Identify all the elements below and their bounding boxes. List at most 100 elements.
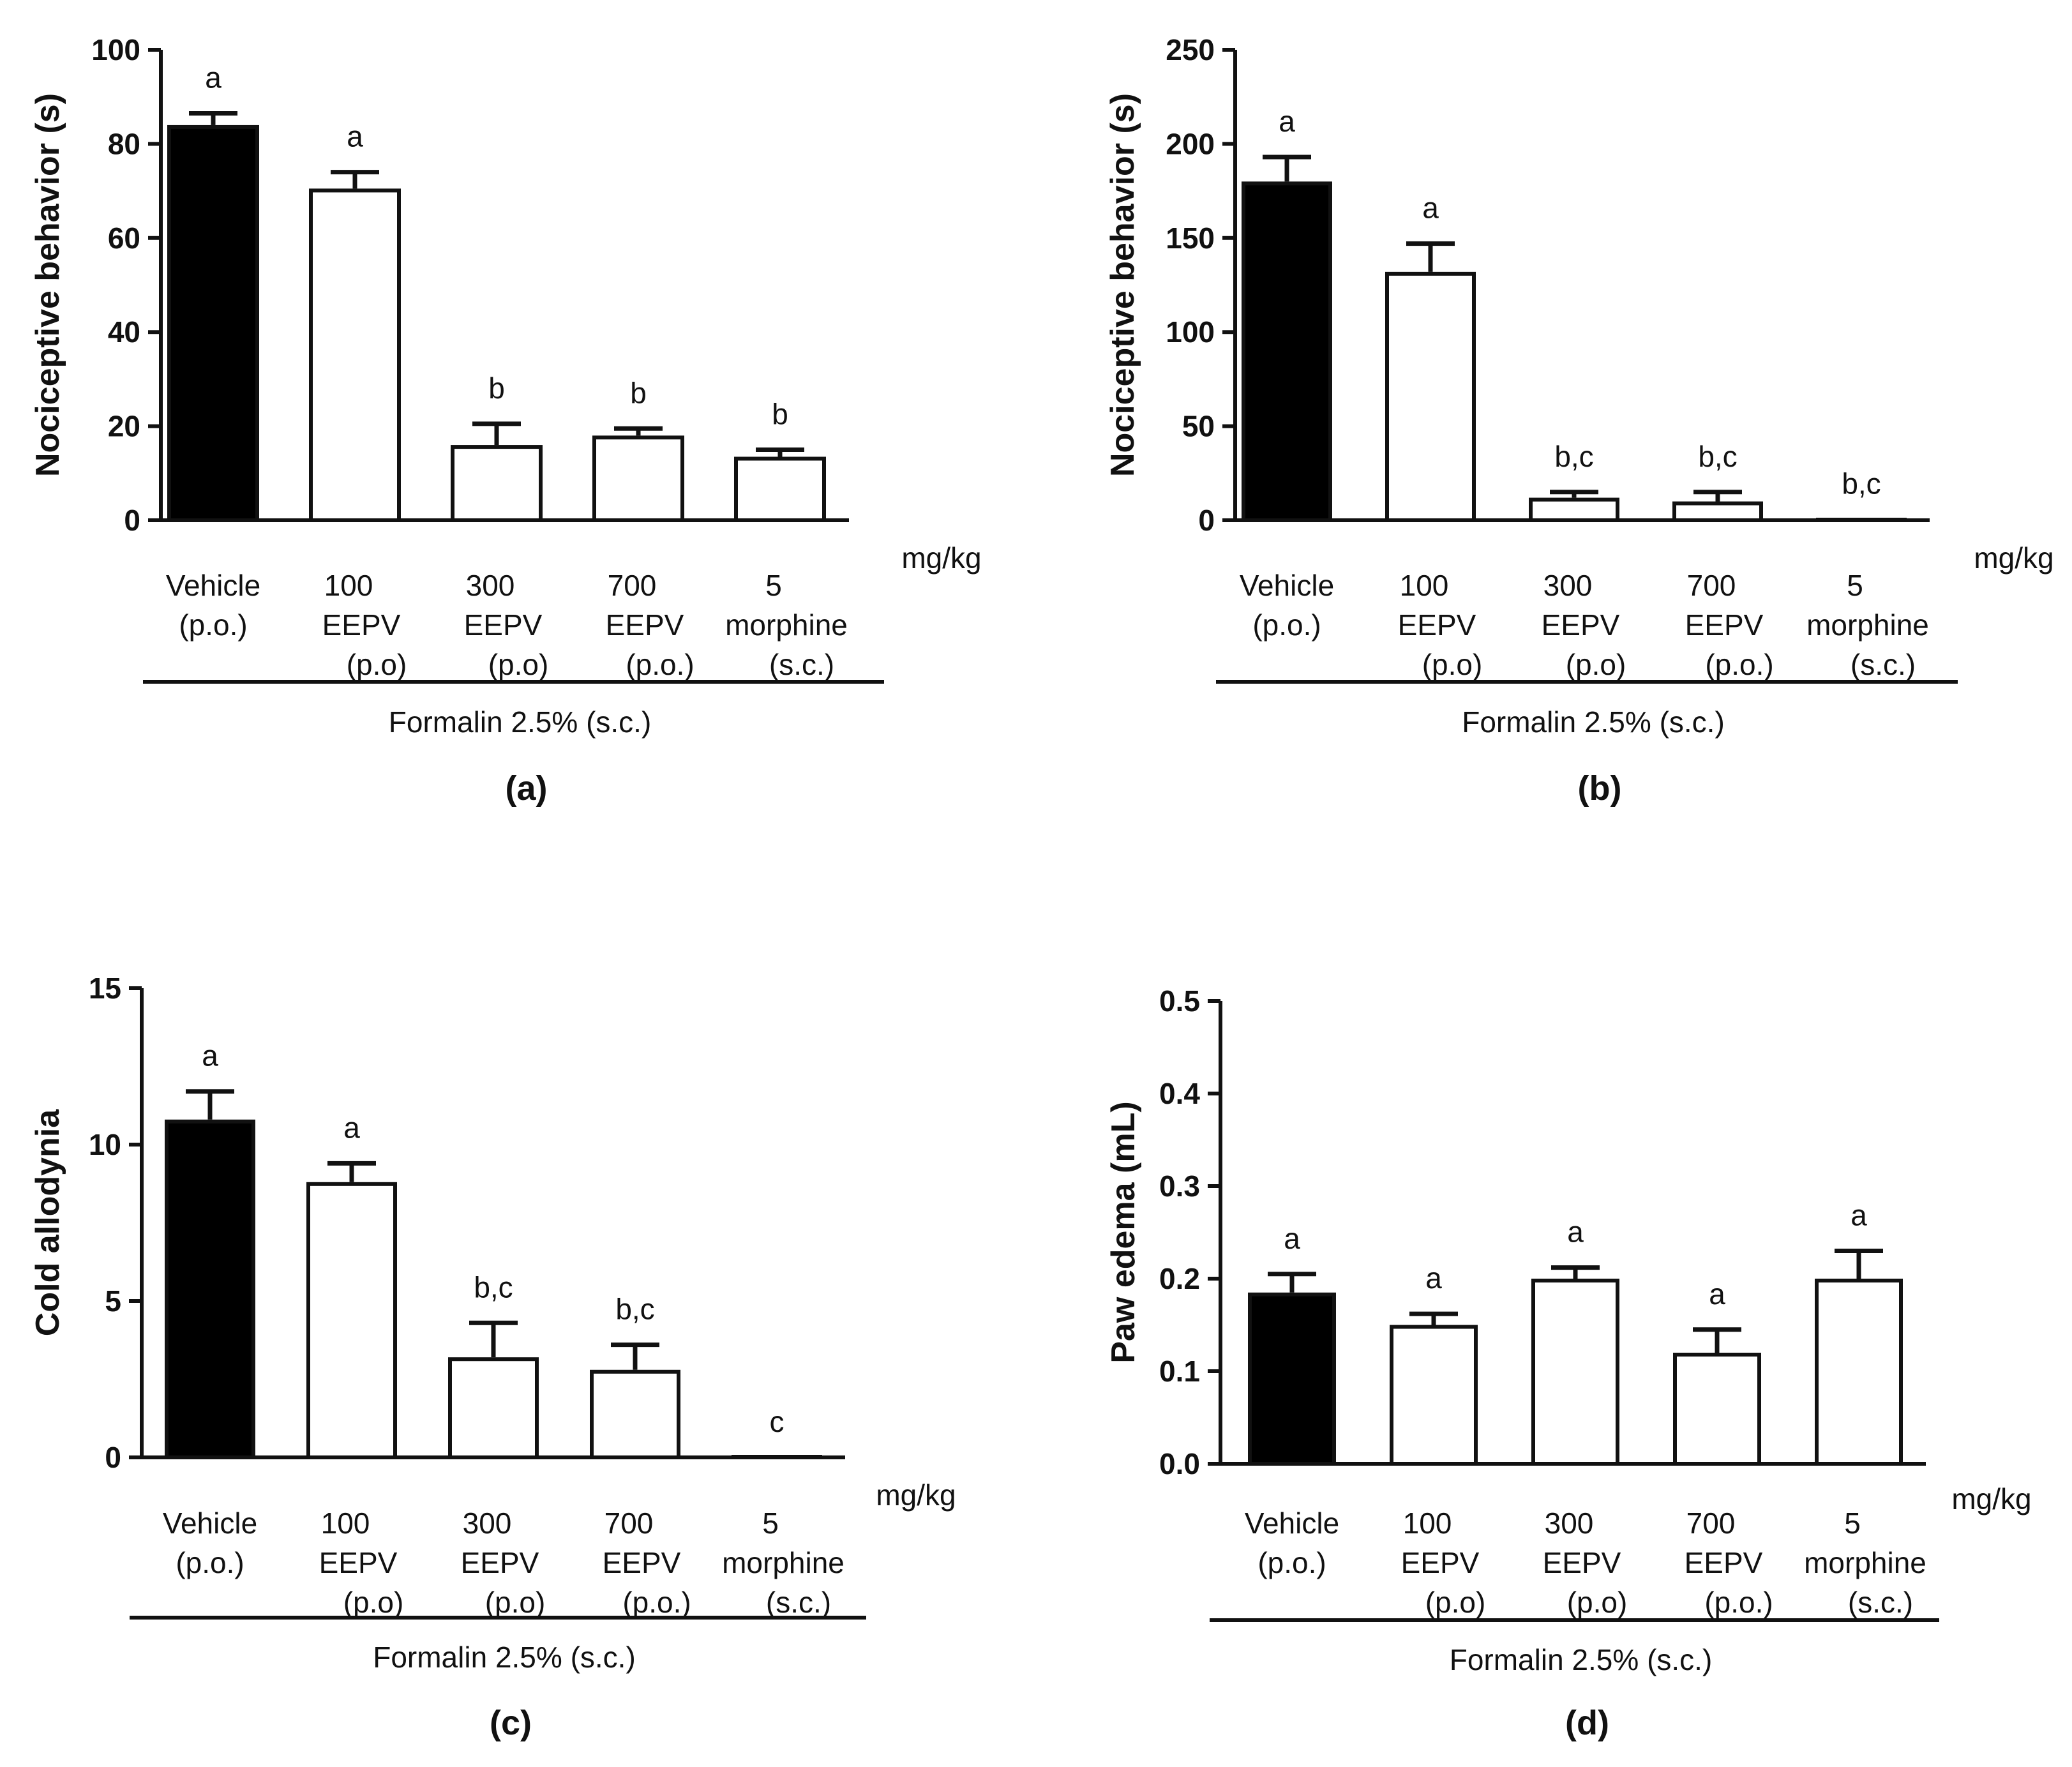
category-label: 100 (324, 569, 373, 602)
category-label: EEPV (1401, 1546, 1480, 1579)
y-tick-label: 5 (105, 1284, 121, 1318)
significance-label: b,c (615, 1293, 654, 1326)
bar (1390, 1325, 1478, 1466)
significance-label: b (630, 376, 647, 409)
category-label: (s.c.) (769, 648, 834, 681)
y-tick-label: 10 (89, 1128, 121, 1161)
bar (451, 445, 543, 523)
category-label: 5 (1847, 569, 1863, 602)
category-label: 5 (1844, 1507, 1861, 1540)
significance-label: a (347, 120, 363, 153)
y-tick-label: 150 (1166, 222, 1215, 255)
panel-b: 0 50 100 150 200 250 Nociceptive behavior (s) a… (1104, 33, 2054, 808)
category-label: 5 (762, 1507, 779, 1540)
unit-label: mg/kg (1951, 1482, 2031, 1515)
category-label: 100 (1400, 569, 1449, 602)
category-label: EEPV (1542, 608, 1620, 642)
category-label: (p.o) (485, 1586, 546, 1619)
y-tick-label: 15 (89, 972, 121, 1005)
significance-label: a (205, 61, 221, 94)
y-axis-title: Nociceptive behavior (s) (29, 93, 66, 477)
category-label: (p.o.) (1252, 608, 1321, 642)
y-tick-label: 50 (1182, 410, 1215, 443)
category-label: (p.o) (1422, 648, 1483, 681)
bar (590, 1369, 680, 1460)
significance-label: b,c (1554, 440, 1593, 473)
bar (734, 456, 826, 523)
group-line-label: Formalin 2.5% (s.c.) (373, 1641, 636, 1674)
y-tick-label: 40 (108, 315, 140, 349)
bar (448, 1357, 539, 1459)
category-label: (p.o) (347, 648, 407, 681)
significance-label: b (488, 372, 505, 405)
significance-label: a (1709, 1277, 1725, 1311)
y-tick-label: 20 (108, 410, 140, 443)
panel-d: 0.0 0.1 0.2 0.3 0.4 0.5 Paw edema (mL) a Vehicle… (1105, 984, 2032, 1742)
y-tick-label: 100 (1166, 315, 1215, 349)
panel-label: (d) (1565, 1704, 1609, 1742)
category-label: (p.o.) (176, 1546, 244, 1579)
significance-label: a (1284, 1222, 1300, 1255)
significance-label: b,c (474, 1270, 513, 1304)
category-label: morphine (1806, 608, 1929, 642)
category-label: 700 (1686, 1507, 1736, 1540)
y-tick-label: 60 (108, 222, 140, 255)
category-label: 300 (463, 1507, 512, 1540)
significance-label: b,c (1698, 440, 1737, 473)
category-label: EEPV (606, 608, 684, 642)
category-label: Vehicle (166, 569, 260, 602)
significance-label: a (1567, 1215, 1584, 1249)
category-label: Vehicle (1245, 1507, 1339, 1540)
category-label: Vehicle (163, 1507, 257, 1540)
category-label: (p.o) (488, 648, 549, 681)
significance-label: b (772, 397, 788, 430)
category-label: (p.o) (1566, 648, 1626, 681)
group-line-label: Formalin 2.5% (s.c.) (389, 705, 652, 739)
panel-a: 0 20 40 60 80 100 Nociceptive behavior (s) a Veh… (29, 33, 982, 808)
category-label: 300 (466, 569, 515, 602)
category-label: (s.c.) (766, 1586, 831, 1619)
y-tick-label: 0 (124, 504, 140, 537)
bar (1385, 271, 1476, 522)
category-label: morphine (1804, 1546, 1926, 1579)
category-label: 300 (1545, 1507, 1594, 1540)
y-tick-label: 250 (1166, 33, 1215, 66)
bar (1529, 497, 1619, 523)
y-tick-label: 0.3 (1159, 1169, 1200, 1203)
y-tick-label: 0.5 (1159, 984, 1200, 1018)
category-label: 100 (321, 1507, 370, 1540)
significance-label: a (1851, 1199, 1867, 1232)
unit-label: mg/kg (901, 541, 981, 575)
category-label: (p.o.) (1257, 1546, 1326, 1579)
bar (1242, 181, 1332, 522)
y-axis-title: Paw edema (mL) (1105, 1101, 1142, 1363)
category-label: EEPV (461, 1546, 539, 1579)
category-label: EEPV (1543, 1546, 1621, 1579)
bar (306, 1182, 397, 1460)
y-tick-label: 0 (1198, 504, 1215, 537)
bar (1672, 501, 1763, 523)
panel-c: 0 5 10 15 Cold allodynia a Vehicle (p.o.) a 100 EE… (29, 972, 956, 1742)
y-tick-label: 200 (1166, 127, 1215, 160)
category-label: EEPV (1398, 608, 1476, 642)
category-label: EEPV (603, 1546, 681, 1579)
bar (1815, 1279, 1903, 1466)
y-axis-title: Cold allodynia (29, 1109, 66, 1336)
y-tick-label: 0.2 (1159, 1262, 1200, 1295)
category-label: 700 (608, 569, 657, 602)
category-label: 5 (765, 569, 782, 602)
significance-label: a (343, 1111, 360, 1144)
significance-label: a (1425, 1261, 1442, 1295)
y-tick-label: 0.1 (1159, 1355, 1200, 1388)
category-label: (p.o.) (626, 648, 694, 681)
y-axis-title: Nociceptive behavior (s) (1104, 93, 1141, 477)
unit-label: mg/kg (876, 1478, 956, 1512)
bar (1531, 1279, 1619, 1466)
category-label: (p.o.) (179, 608, 247, 642)
panel-label: (a) (506, 769, 548, 808)
bar (1248, 1292, 1336, 1466)
significance-label: b,c (1842, 467, 1881, 500)
significance-label: a (202, 1039, 218, 1072)
category-label: EEPV (1685, 608, 1764, 642)
